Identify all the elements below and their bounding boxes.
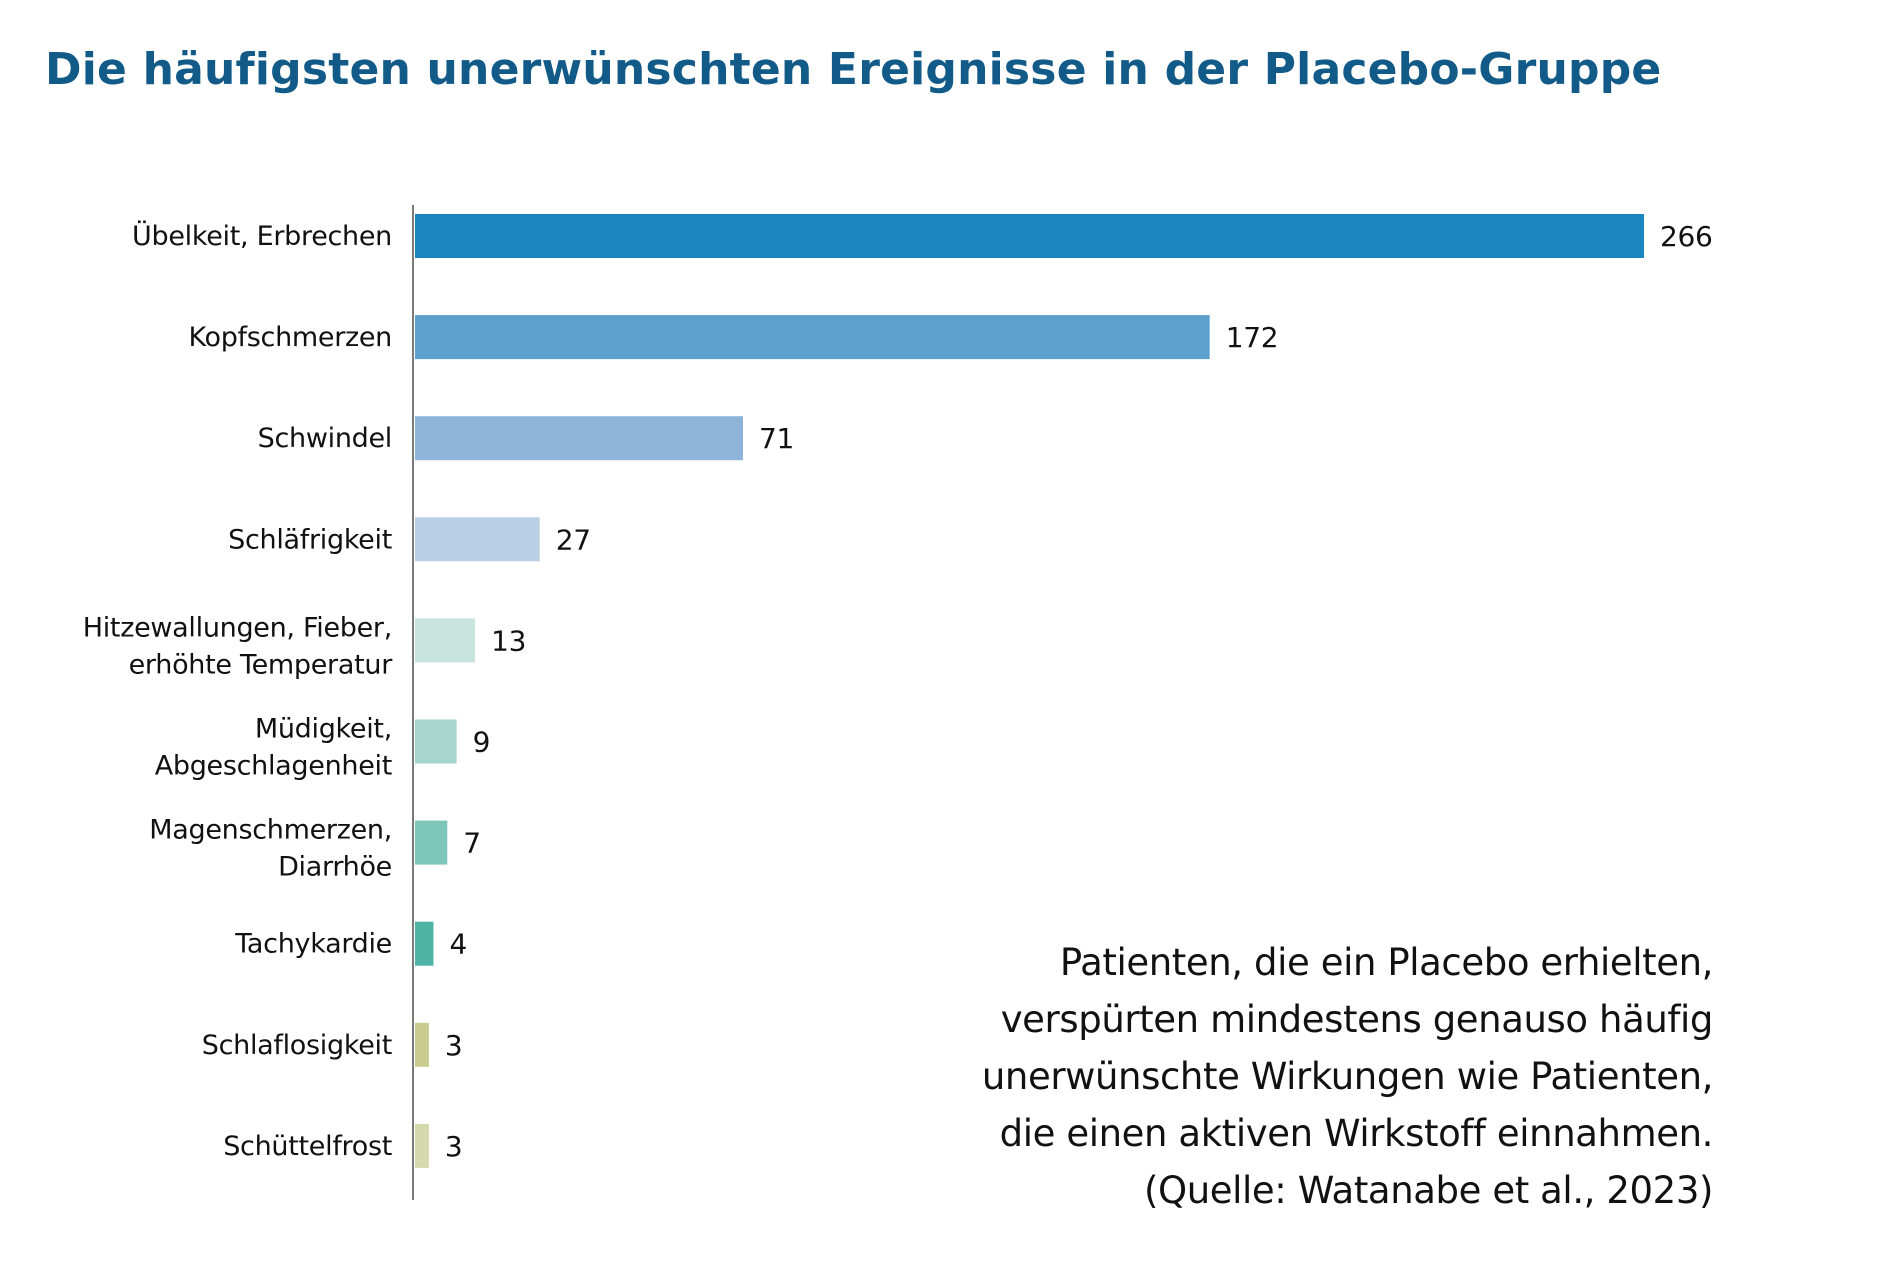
value-label: 4 — [450, 928, 468, 961]
category-label: Schläfrigkeit — [228, 524, 392, 555]
bar — [415, 315, 1210, 360]
category-label: Hitzewallungen, Fieber, erhöhte Temperatu… — [83, 612, 393, 680]
category-label: Schwindel — [258, 423, 392, 454]
bars-layer — [415, 214, 1644, 1168]
category-label-line: erhöhte Temperatur — [129, 649, 394, 680]
value-label: 13 — [491, 624, 526, 657]
annotation-line: verspürten mindestens genauso häufig — [1000, 998, 1714, 1041]
annotation-source: (Quelle: Watanabe et al., 2023) — [1144, 1169, 1713, 1212]
bar — [415, 416, 743, 461]
category-label: Schüttelfrost — [223, 1131, 392, 1162]
bar — [415, 719, 457, 764]
bar — [415, 921, 434, 966]
category-label: Kopfschmerzen — [188, 322, 392, 353]
category-label-line: Müdigkeit, — [255, 714, 392, 745]
value-label: 71 — [759, 422, 794, 455]
category-label-line: Hitzewallungen, Fieber, — [83, 612, 392, 643]
category-label-line: Schlaflosigkeit — [202, 1030, 392, 1061]
category-label-line: Tachykardie — [234, 929, 392, 960]
category-label: Müdigkeit, Abgeschlagenheit — [155, 714, 392, 782]
category-label-line: Schwindel — [258, 423, 392, 454]
annotation-text: Patienten, die ein Placebo erhielten, ve… — [981, 934, 1714, 1219]
category-label-line: Diarrhöe — [278, 852, 392, 883]
category-label-line: Schüttelfrost — [223, 1131, 392, 1162]
annotation-line: Patienten, die ein Placebo erhielten, — [1059, 941, 1714, 984]
bar — [415, 517, 540, 562]
bar — [415, 214, 1644, 258]
category-label: Übelkeit, Erbrechen — [132, 220, 392, 252]
category-label: Schlaflosigkeit — [202, 1030, 392, 1061]
annotation-line: unerwünschte Wirkungen wie Patienten, — [981, 1055, 1714, 1098]
value-label: 172 — [1226, 321, 1279, 354]
category-label-line: Magenschmerzen, — [149, 815, 392, 846]
bar — [415, 1022, 429, 1067]
value-label: 3 — [445, 1029, 463, 1062]
category-label-line: Kopfschmerzen — [188, 322, 392, 353]
category-label: Tachykardie — [234, 929, 392, 960]
category-label-line: Abgeschlagenheit — [155, 751, 392, 782]
bar — [415, 820, 448, 865]
value-label: 266 — [1660, 220, 1713, 253]
category-label: Magenschmerzen, Diarrhöe — [149, 815, 392, 883]
value-label: 7 — [463, 827, 481, 860]
category-labels: Übelkeit, Erbrechen Kopfschmerzen Schwinde… — [83, 220, 394, 1162]
annotation-line: die einen aktiven Wirkstoff einnahmen. — [999, 1112, 1714, 1155]
category-label-line: Übelkeit, Erbrechen — [132, 220, 392, 252]
value-label: 27 — [556, 523, 591, 556]
value-label: 9 — [473, 726, 491, 759]
bar — [415, 618, 476, 663]
value-labels: 266 172 71 27 13 9 7 4 3 3 — [445, 220, 1713, 1163]
category-label-line: Schläfrigkeit — [228, 524, 392, 555]
value-label: 3 — [445, 1130, 463, 1163]
bar — [415, 1123, 429, 1168]
chart-title: Die häufigsten unerwünschten Ereignisse … — [45, 44, 1662, 95]
